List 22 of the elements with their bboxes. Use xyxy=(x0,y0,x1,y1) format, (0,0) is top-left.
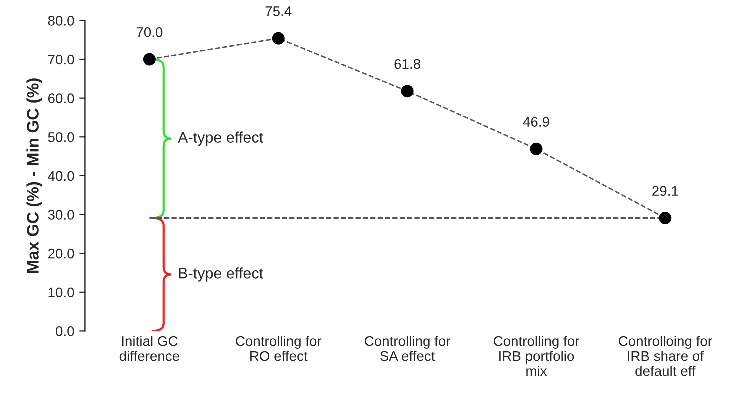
y-tick-label: 0.0 xyxy=(56,326,74,336)
y-tick-label: 80.0 xyxy=(48,16,74,26)
data-label: 70.0 xyxy=(136,27,163,38)
y-tick-label: 70.0 xyxy=(48,54,74,65)
data-label: 29.1 xyxy=(652,186,678,196)
data-label: 61.8 xyxy=(394,59,420,70)
data-label: 46.9 xyxy=(523,117,550,127)
y-tick-label: 50.0 xyxy=(48,132,74,142)
x-tick-label: Controlling for RO effect xyxy=(236,336,322,362)
y-tick-label: 60.0 xyxy=(48,94,74,104)
x-tick-label: Controlling for SA effect xyxy=(365,336,451,362)
y-axis-title: Max GC (%) - Min GC (%) xyxy=(26,78,42,273)
y-tick-label: 10.0 xyxy=(48,288,74,298)
y-tick-label: 30.0 xyxy=(48,210,74,220)
annotation: B-type effect xyxy=(179,268,264,282)
data-label: 75.4 xyxy=(266,6,292,16)
x-tick-label: Controlling for IRB portfolio mix xyxy=(494,336,580,376)
annotation: A-type effect xyxy=(178,132,264,146)
x-tick-label: Controlloing for IRB share of default eff xyxy=(619,336,712,376)
y-tick-label: 40.0 xyxy=(48,171,74,182)
y-tick-label: 20.0 xyxy=(48,248,74,259)
x-tick-label: Initial GC difference xyxy=(120,336,180,362)
